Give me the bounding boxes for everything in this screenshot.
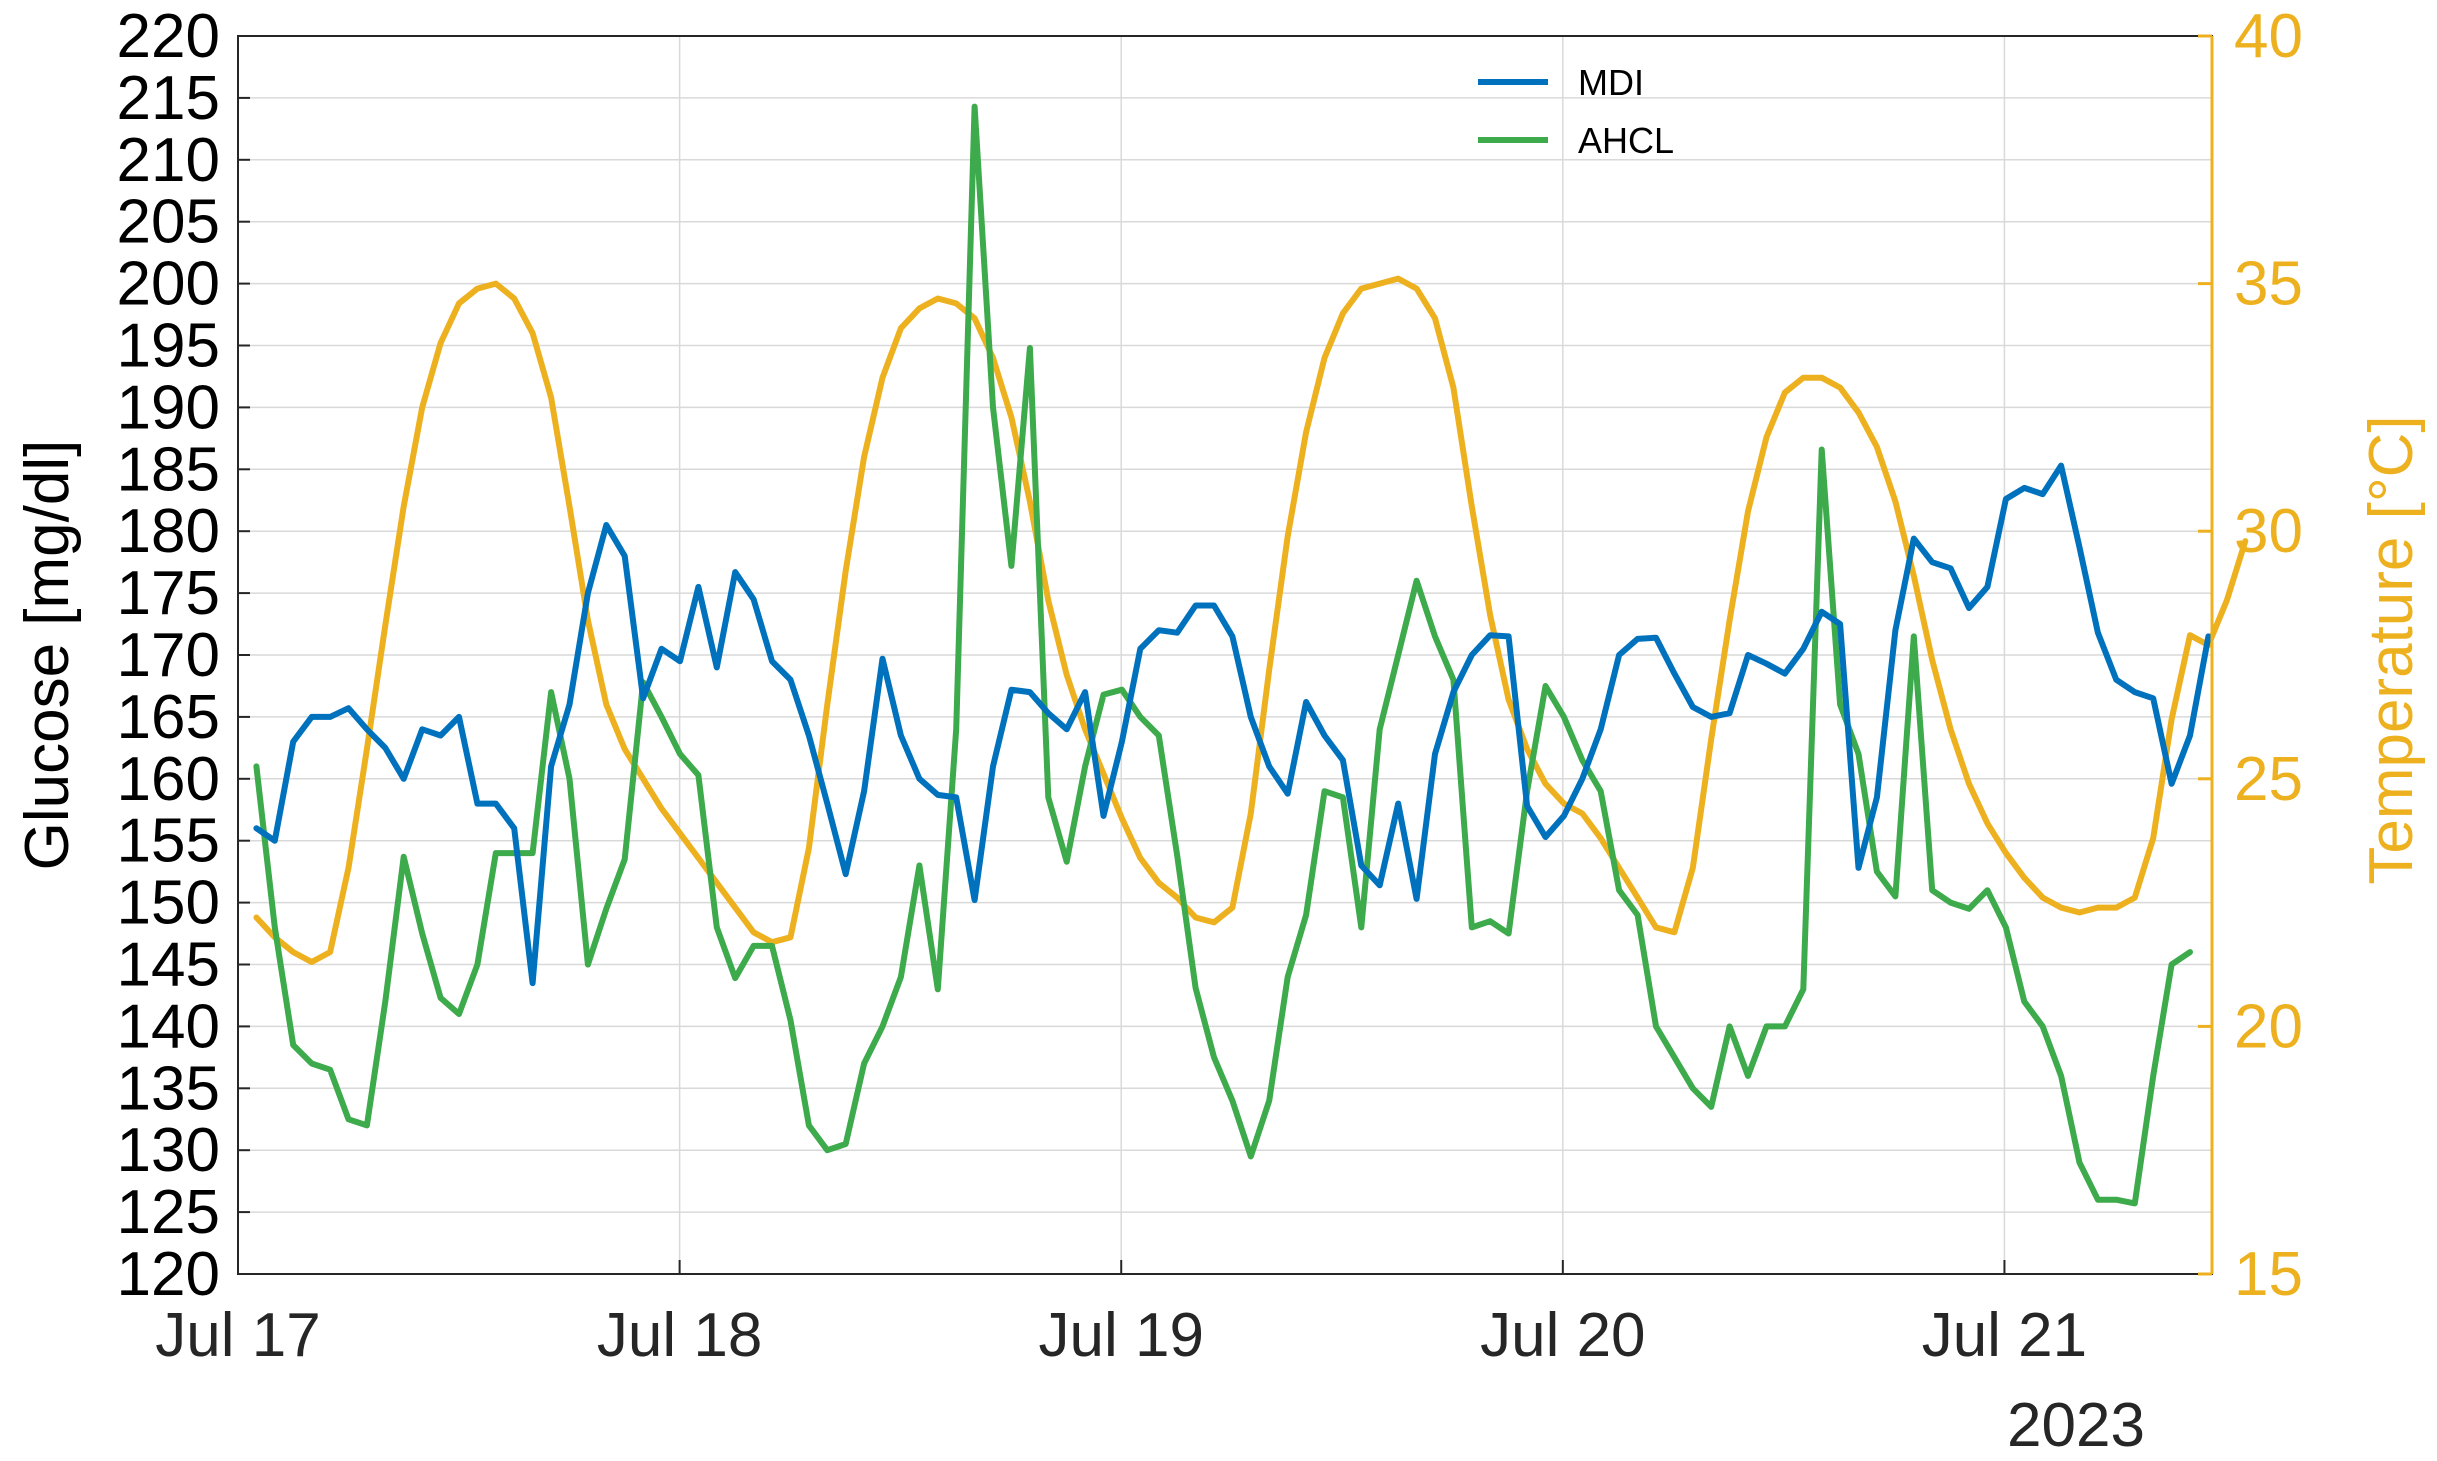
series-line-temperature (253, 275, 2249, 965)
x-tick-label: Jul 21 (1922, 1301, 2087, 1370)
series-layer (253, 103, 2249, 1207)
left-tick-label: 130 (117, 1116, 220, 1185)
x-tick-label: Jul 20 (1480, 1301, 1645, 1370)
x-axis-year-label: 2023 (2007, 1391, 2145, 1460)
legend-label-mdi: MDI (1578, 62, 1644, 103)
left-tick-label: 125 (117, 1178, 220, 1247)
left-tick-label: 170 (117, 621, 220, 690)
left-tick-label: 175 (117, 559, 220, 628)
left-tick-label: 215 (117, 64, 220, 133)
left-tick-label: 120 (117, 1240, 220, 1309)
right-tick-label: 40 (2234, 2, 2303, 71)
left-tick-label: 135 (117, 1054, 220, 1123)
left-tick-label: 190 (117, 373, 220, 442)
legend: MDI AHCL (1478, 62, 1674, 161)
left-tick-label: 195 (117, 312, 220, 381)
left-tick-label: 145 (117, 931, 220, 1000)
right-tick-label: 15 (2234, 1240, 2303, 1309)
left-tick-label: 205 (117, 188, 220, 257)
right-tick-label: 20 (2234, 992, 2303, 1061)
legend-label-ahcl: AHCL (1578, 120, 1674, 161)
right-axis-label: Temperature [°C] (2357, 415, 2426, 884)
left-tick-label: 210 (117, 126, 220, 195)
x-tick-label: Jul 19 (1038, 1301, 1203, 1370)
x-axis-ticks: Jul 17 Jul 18 Jul 19 Jul 20 Jul 21 (155, 1260, 2087, 1370)
left-axis-label: Glucose [mg/dl] (13, 440, 82, 871)
left-axis-ticks: 1201251301351401451501551601651701751801… (117, 2, 250, 1309)
right-axis-ticks: 15 20 25 30 35 40 (2198, 2, 2303, 1309)
right-tick-label: 25 (2234, 745, 2303, 814)
left-tick-label: 140 (117, 992, 220, 1061)
left-tick-label: 220 (117, 2, 220, 71)
series-line-ahcl (253, 103, 2193, 1207)
left-tick-label: 200 (117, 250, 220, 319)
left-tick-label: 185 (117, 435, 220, 504)
x-tick-label: Jul 17 (155, 1301, 320, 1370)
right-tick-label: 30 (2234, 497, 2303, 566)
left-tick-label: 180 (117, 497, 220, 566)
left-tick-label: 155 (117, 807, 220, 876)
x-tick-label: Jul 18 (597, 1301, 762, 1370)
left-tick-label: 165 (117, 683, 220, 752)
left-tick-label: 160 (117, 745, 220, 814)
left-tick-label: 150 (117, 869, 220, 938)
series-line-mdi (253, 462, 2212, 987)
right-tick-label: 35 (2234, 250, 2303, 319)
